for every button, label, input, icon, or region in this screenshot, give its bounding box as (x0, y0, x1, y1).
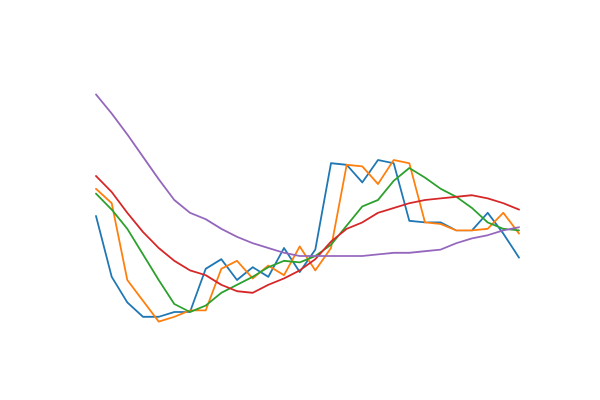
series-line-5 (95, 93, 520, 257)
series-line-4 (95, 175, 520, 294)
series-line-2 (95, 159, 520, 323)
series-line-3 (95, 167, 520, 313)
plot-area (95, 93, 520, 323)
series-line-1 (95, 159, 520, 318)
